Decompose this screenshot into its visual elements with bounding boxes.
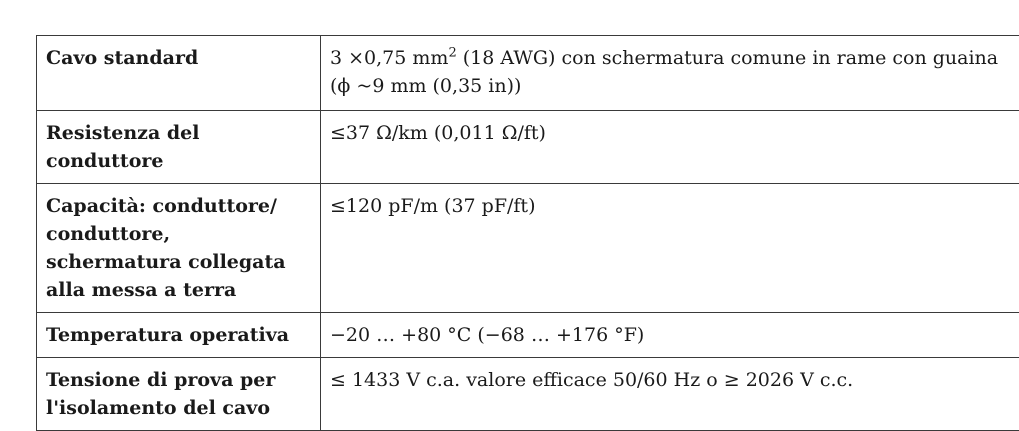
- row-value-standard-cable: 3 ×0,75 mm2 (18 AWG) con schermatura com…: [321, 36, 1019, 111]
- row-value-conductor-resistance: ≤37 Ω/km (0,011 Ω/ft): [321, 111, 1019, 184]
- row-value-test-voltage: ≤ 1433 V c.a. valore efficace 50/60 Hz o…: [321, 358, 1019, 431]
- row-value-capacitance: ≤120 pF/m (37 pF/ft): [321, 184, 1019, 313]
- row-label-capacitance: Capacità: conduttore/ conduttore, scherm…: [37, 184, 321, 313]
- standard-cable-value-part: 3 ×0,75 mm: [330, 47, 448, 69]
- row-value-operating-temperature: −20 … +80 °C (−68 … +176 °F): [321, 313, 1019, 358]
- row-label-operating-temperature: Temperatura operativa: [37, 313, 321, 358]
- row-label-conductor-resistance: Resistenza del conduttore: [37, 111, 321, 184]
- table-row: Resistenza del conduttore ≤37 Ω/km (0,01…: [37, 111, 1019, 184]
- row-label-standard-cable: Cavo standard: [37, 36, 321, 111]
- table-row: Cavo standard 3 ×0,75 mm2 (18 AWG) con s…: [37, 36, 1019, 111]
- cable-specification-table: Cavo standard 3 ×0,75 mm2 (18 AWG) con s…: [36, 35, 1019, 431]
- table-row: Tensione di prova per l'isolamento del c…: [37, 358, 1019, 431]
- row-label-test-voltage: Tensione di prova per l'isolamento del c…: [37, 358, 321, 431]
- table-row: Temperatura operativa −20 … +80 °C (−68 …: [37, 313, 1019, 358]
- superscript-squared: 2: [448, 46, 456, 61]
- table-row: Capacità: conduttore/ conduttore, scherm…: [37, 184, 1019, 313]
